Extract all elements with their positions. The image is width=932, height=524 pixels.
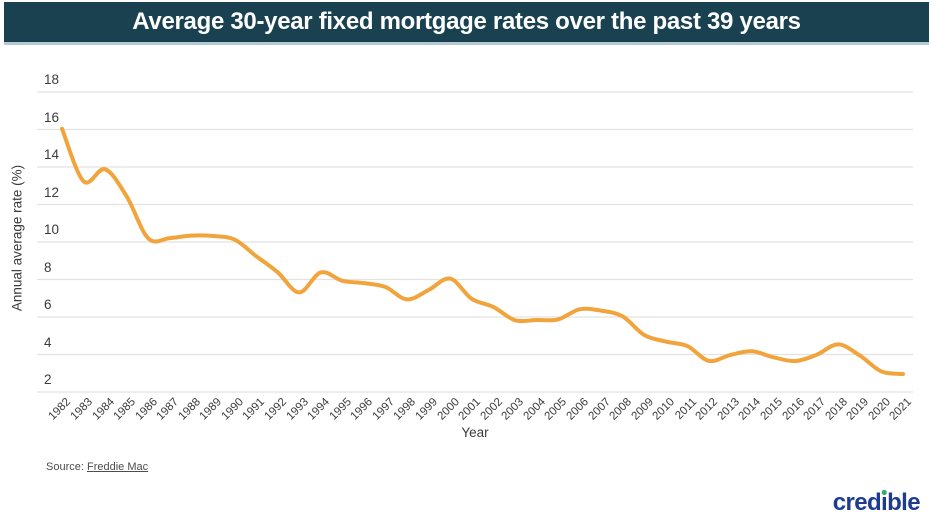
y-tick-label: 6 [44,297,52,312]
y-tick-label: 8 [44,259,52,275]
logo-text-pre: cred [832,489,882,516]
chart-title-bar: Average 30-year fixed mortgage rates ove… [4,2,929,45]
source-prefix: Source: [46,461,87,473]
y-tick-label: 2 [44,372,52,387]
logo-text-post: ble [887,489,920,516]
y-tick-label: 12 [44,184,60,200]
source-attribution: Source: Freddie Mac [46,461,148,473]
source-link[interactable]: Freddie Mac [86,461,149,473]
logo-dotless-i: ı [881,489,888,516]
x-axis-title: Year [461,425,489,440]
y-tick-label: 16 [44,109,60,125]
chart-title: Average 30-year fixed mortgage rates ove… [132,8,801,35]
y-tick-label: 18 [44,72,60,87]
y-axis-title: Annual average rate (%) [9,164,25,312]
credible-logo: credıble [832,489,921,517]
y-tick-label: 14 [44,147,60,162]
y-tick-label: 4 [44,334,52,350]
mortgage-rate-line [60,126,905,376]
y-tick-label: 10 [44,222,60,237]
